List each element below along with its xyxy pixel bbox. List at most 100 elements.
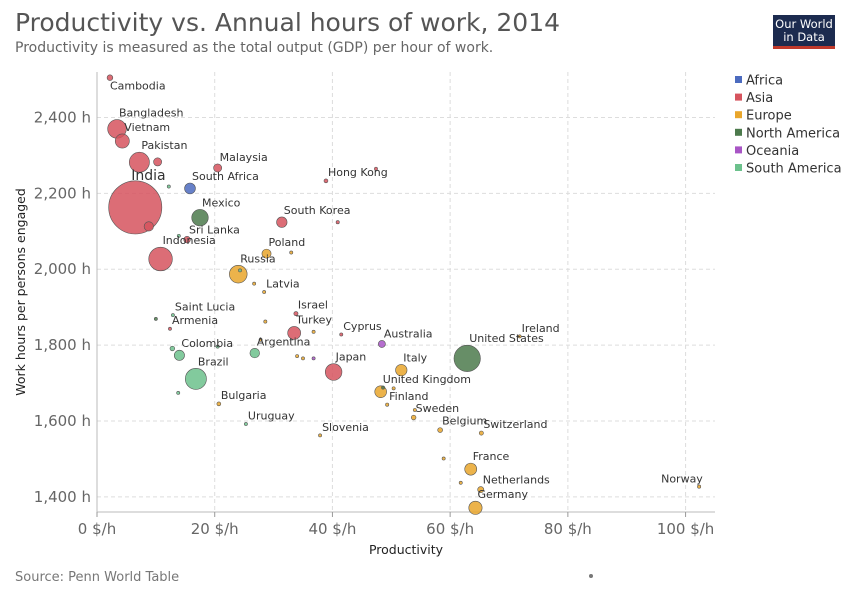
point-unlabeled[interactable]: [289, 250, 294, 255]
point-south-africa[interactable]: [184, 182, 196, 195]
point-saint-lucia[interactable]: [171, 313, 175, 318]
point-russia[interactable]: [229, 264, 248, 284]
our-world-in-data-logo[interactable]: Our World in Data: [773, 15, 835, 49]
point-label-armenia: Armenia: [172, 314, 218, 327]
data-points: [106, 74, 702, 515]
point-unlabeled[interactable]: [215, 344, 220, 349]
point-indonesia[interactable]: [148, 246, 173, 272]
point-unlabeled[interactable]: [441, 456, 446, 461]
point-south-korea[interactable]: [276, 216, 288, 228]
point-unlabeled[interactable]: [176, 390, 181, 395]
point-finland[interactable]: [385, 402, 390, 407]
y-axis-ticks: 1,400 h 1,600 h 1,800 h 2,000 h 2,200 h 2,400…: [34, 109, 91, 506]
legend-entry[interactable]: Oceania: [746, 144, 799, 159]
point-unlabeled[interactable]: [458, 480, 463, 485]
point-germany[interactable]: [468, 500, 483, 515]
point-unlabeled[interactable]: [311, 329, 316, 334]
legend-entry[interactable]: North America: [746, 126, 840, 141]
point-switzerland[interactable]: [478, 430, 484, 436]
point-unlabeled[interactable]: [176, 233, 181, 238]
point-brazil[interactable]: [185, 367, 207, 390]
legend-entry[interactable]: Asia: [746, 91, 773, 106]
point-armenia[interactable]: [168, 326, 172, 331]
point-turkey[interactable]: [287, 326, 301, 340]
point-label-uruguay: Uruguay: [248, 409, 295, 422]
point-cambodia[interactable]: [106, 74, 114, 81]
point-unlabeled[interactable]: [143, 221, 154, 232]
point-label-vietnam: Vietnam: [124, 121, 170, 134]
point-label-sri-lanka: Sri Lanka: [189, 223, 240, 236]
point-label-switzerland: Switzerland: [483, 418, 547, 431]
point-pakistan[interactable]: [129, 151, 150, 173]
point-argentina[interactable]: [249, 347, 260, 359]
legend-swatch: [735, 93, 742, 101]
point-sweden[interactable]: [411, 414, 417, 421]
source-note: Source: Penn World Table: [15, 570, 180, 585]
chart-subtitle: Productivity is measured as the total ou…: [15, 40, 494, 56]
y-tick-label: 1,400 h: [34, 488, 91, 506]
point-united-states[interactable]: [453, 344, 481, 372]
point-label-pakistan: Pakistan: [141, 139, 187, 152]
point-japan[interactable]: [324, 363, 343, 381]
point-label-norway: Norway: [661, 473, 703, 486]
point-label-india: India: [131, 168, 165, 184]
point-israel[interactable]: [293, 311, 299, 317]
point-label-cambodia: Cambodia: [110, 80, 166, 93]
y-tick-label: 2,400 h: [34, 109, 91, 127]
point-hong-kong[interactable]: [323, 178, 329, 184]
point-label-poland: Poland: [269, 236, 306, 249]
point-unlabeled[interactable]: [295, 354, 300, 359]
point-unlabeled[interactable]: [169, 345, 175, 352]
point-unlabeled[interactable]: [412, 408, 417, 412]
point-colombia[interactable]: [173, 349, 185, 361]
point-unlabeled[interactable]: [166, 184, 171, 189]
x-tick-label: 100 $/h: [657, 520, 715, 538]
point-malaysia[interactable]: [213, 163, 223, 173]
point-label-australia: Australia: [384, 327, 433, 340]
point-unlabeled[interactable]: [311, 356, 316, 361]
point-label-latvia: Latvia: [266, 277, 300, 290]
point-latvia[interactable]: [262, 290, 267, 294]
point-cyprus[interactable]: [339, 332, 344, 337]
point-label-france: France: [473, 450, 510, 463]
point-vietnam[interactable]: [114, 133, 130, 149]
point-norway[interactable]: [697, 484, 702, 489]
point-unlabeled[interactable]: [153, 317, 158, 321]
legend-entry[interactable]: Africa: [746, 74, 783, 89]
point-poland[interactable]: [261, 248, 272, 259]
point-italy[interactable]: [395, 364, 408, 377]
point-unlabeled[interactable]: [258, 337, 263, 342]
legend-entry[interactable]: South America: [746, 162, 842, 177]
point-bulgaria[interactable]: [216, 401, 222, 407]
point-label-sweden: Sweden: [416, 402, 459, 415]
point-belgium[interactable]: [437, 427, 443, 433]
point-uruguay[interactable]: [244, 422, 248, 426]
point-sri-lanka[interactable]: [183, 236, 191, 244]
x-tick-label: 0 $/h: [78, 520, 116, 538]
point-label-italy: Italy: [403, 351, 427, 364]
point-france[interactable]: [464, 462, 478, 476]
legend-swatch: [735, 76, 742, 83]
y-tick-label: 2,000 h: [34, 260, 91, 278]
point-unlabeled[interactable]: [238, 268, 242, 273]
point-unlabeled[interactable]: [391, 386, 396, 391]
point-label-slovenia: Slovenia: [322, 421, 369, 434]
point-unlabeled[interactable]: [301, 356, 305, 361]
y-axis-label: Work hours per persons engaged: [13, 188, 28, 396]
point-netherlands[interactable]: [477, 486, 485, 493]
point-slovenia[interactable]: [318, 433, 322, 438]
point-label-russia: Russia: [240, 252, 275, 265]
point-australia[interactable]: [378, 340, 386, 348]
legend-swatch: [735, 164, 742, 171]
point-unlabeled[interactable]: [374, 166, 378, 171]
legend-entry[interactable]: Europe: [746, 109, 792, 124]
point-unlabeled[interactable]: [252, 281, 257, 286]
chart-control-dot[interactable]: [589, 574, 593, 578]
point-unlabeled[interactable]: [263, 319, 268, 324]
point-unlabeled[interactable]: [153, 157, 162, 167]
point-india[interactable]: [108, 180, 163, 235]
point-unlabeled[interactable]: [381, 385, 385, 390]
point-ireland[interactable]: [517, 334, 522, 339]
point-unlabeled[interactable]: [335, 220, 340, 225]
point-mexico[interactable]: [191, 209, 209, 227]
